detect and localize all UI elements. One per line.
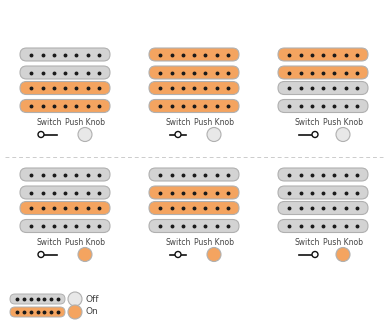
- Circle shape: [207, 127, 221, 141]
- Circle shape: [207, 248, 221, 262]
- Text: On: On: [85, 307, 98, 317]
- Circle shape: [336, 127, 350, 141]
- FancyBboxPatch shape: [20, 202, 110, 214]
- FancyBboxPatch shape: [20, 48, 110, 61]
- Circle shape: [312, 132, 318, 137]
- Circle shape: [68, 292, 82, 306]
- FancyBboxPatch shape: [20, 66, 110, 79]
- Circle shape: [38, 132, 44, 137]
- FancyBboxPatch shape: [20, 186, 110, 199]
- Text: Push Knob: Push Knob: [323, 238, 363, 247]
- FancyBboxPatch shape: [20, 168, 110, 181]
- Circle shape: [68, 305, 82, 319]
- Text: Switch: Switch: [294, 238, 320, 247]
- FancyBboxPatch shape: [278, 202, 368, 214]
- Text: Push Knob: Push Knob: [65, 238, 105, 247]
- FancyBboxPatch shape: [149, 48, 239, 61]
- FancyBboxPatch shape: [278, 66, 368, 79]
- Text: Push Knob: Push Knob: [194, 118, 234, 127]
- Circle shape: [312, 252, 318, 257]
- Text: Switch: Switch: [165, 118, 191, 127]
- FancyBboxPatch shape: [278, 186, 368, 199]
- FancyBboxPatch shape: [278, 48, 368, 61]
- Circle shape: [175, 132, 181, 137]
- Text: Switch: Switch: [294, 118, 320, 127]
- FancyBboxPatch shape: [278, 82, 368, 95]
- FancyBboxPatch shape: [149, 186, 239, 199]
- Text: Push Knob: Push Knob: [65, 118, 105, 127]
- Text: Switch: Switch: [36, 238, 62, 247]
- Text: Switch: Switch: [165, 238, 191, 247]
- FancyBboxPatch shape: [10, 294, 65, 304]
- Circle shape: [175, 252, 181, 257]
- FancyBboxPatch shape: [20, 219, 110, 232]
- FancyBboxPatch shape: [20, 82, 110, 95]
- FancyBboxPatch shape: [149, 82, 239, 95]
- Text: Switch: Switch: [36, 118, 62, 127]
- Circle shape: [336, 248, 350, 262]
- Circle shape: [38, 252, 44, 257]
- Text: Off: Off: [85, 294, 99, 304]
- FancyBboxPatch shape: [149, 219, 239, 232]
- FancyBboxPatch shape: [20, 99, 110, 112]
- FancyBboxPatch shape: [10, 307, 65, 317]
- FancyBboxPatch shape: [149, 168, 239, 181]
- FancyBboxPatch shape: [278, 219, 368, 232]
- Text: Push Knob: Push Knob: [323, 118, 363, 127]
- FancyBboxPatch shape: [278, 168, 368, 181]
- FancyBboxPatch shape: [149, 66, 239, 79]
- FancyBboxPatch shape: [149, 99, 239, 112]
- FancyBboxPatch shape: [278, 99, 368, 112]
- Text: Push Knob: Push Knob: [194, 238, 234, 247]
- Circle shape: [78, 248, 92, 262]
- Circle shape: [78, 127, 92, 141]
- FancyBboxPatch shape: [149, 202, 239, 214]
